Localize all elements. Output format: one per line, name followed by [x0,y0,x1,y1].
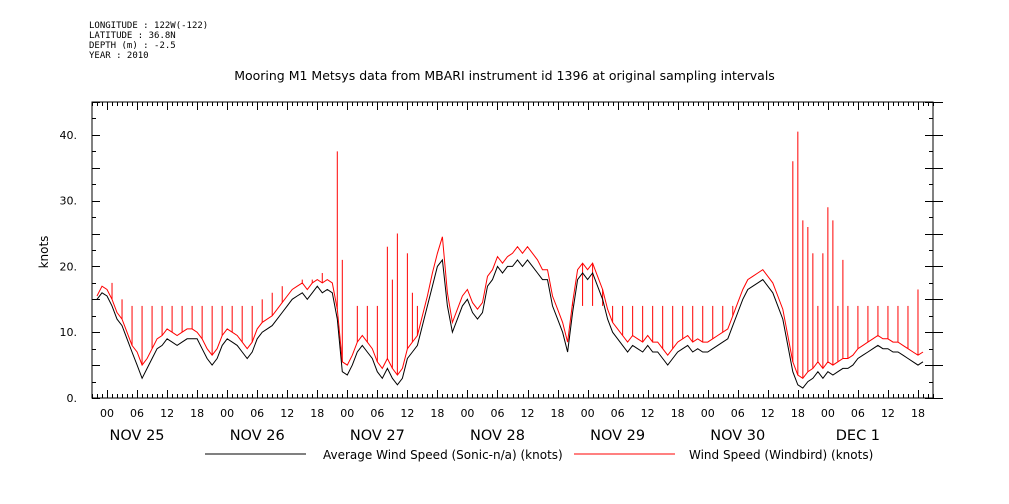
y-tick-label: 10. [60,326,78,339]
year-label: YEAR : 2010 [89,51,149,61]
x-tick-label: 06 [250,407,264,420]
x-tick-label: 06 [611,407,625,420]
legend: Average Wind Speed (Sonic-n/a) (knots) W… [205,448,873,462]
y-tick-label: 20. [60,260,78,273]
axes: 00 06 12 18 00 06 12 18 00 06 12 18 00 06 12 18 00 06 12 18… [60,101,943,444]
day-label: NOV 30 [710,428,765,444]
x-tick-label: 12 [280,407,294,420]
x-tick-label: 00 [100,407,114,420]
day-label: DEC 1 [836,428,880,444]
series-line-1 [96,236,924,379]
x-tick-label: 00 [581,407,595,420]
x-tick-label: 12 [521,407,535,420]
latitude-label: LATITUDE : 36.8N [89,31,176,41]
x-tick-label: 18 [551,407,565,420]
longitude-label: LONGITUDE : 122W(-122) [89,21,209,31]
y-tick-label: 30. [60,195,78,208]
x-tick-label: 06 [490,407,504,420]
x-tick-label: 12 [881,407,895,420]
day-label: NOV 28 [470,428,525,444]
x-tick-label: 06 [370,407,384,420]
x-tick-label: 18 [671,407,685,420]
y-tick-label: 0. [67,392,78,405]
x-tick-label: 12 [400,407,414,420]
x-tick-label: 18 [310,407,324,420]
legend-label-average: Average Wind Speed (Sonic-n/a) (knots) [323,448,563,462]
legend-label-windbird: Wind Speed (Windbird) (knots) [689,448,873,462]
x-tick-label: 00 [701,407,715,420]
x-tick-label: 00 [821,407,835,420]
y-axis-label: knots [37,236,51,269]
x-tick-label: 18 [430,407,444,420]
series-line-0 [96,258,924,389]
day-label: NOV 25 [110,428,165,444]
x-tick-label: 18 [911,407,925,420]
day-label: NOV 26 [230,428,285,444]
series-layer [96,131,924,389]
x-tick-label: 06 [731,407,745,420]
x-tick-label: 00 [340,407,354,420]
x-tick-label: 06 [130,407,144,420]
x-tick-label: 00 [460,407,474,420]
x-tick-label: 18 [190,407,204,420]
depth-label: DEPTH (m) : -2.5 [89,41,176,51]
day-label: NOV 27 [350,428,405,444]
x-tick-label: 06 [851,407,865,420]
x-tick-label: 12 [641,407,655,420]
x-tick-label: 00 [220,407,234,420]
y-tick-label: 40. [60,129,78,142]
x-tick-label: 18 [791,407,805,420]
day-label: NOV 29 [590,428,645,444]
plot-frame [91,101,934,399]
chart-title: Mooring M1 Metsys data from MBARI instru… [234,68,775,83]
metadata-block: LONGITUDE : 122W(-122) LATITUDE : 36.8N … [89,21,208,61]
x-tick-label: 12 [761,407,775,420]
x-tick-label: 12 [160,407,174,420]
